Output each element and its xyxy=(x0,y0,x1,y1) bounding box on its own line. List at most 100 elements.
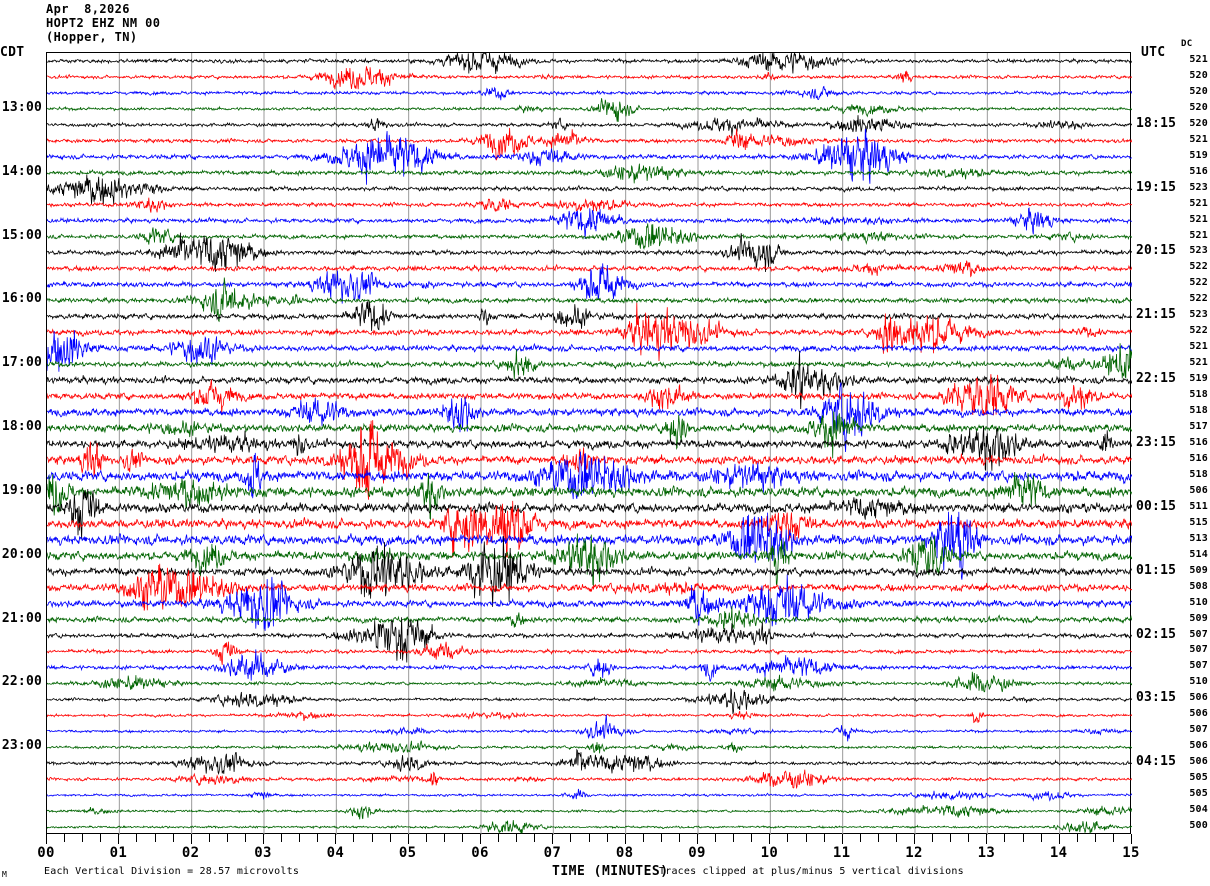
x-tick-minor xyxy=(715,834,717,842)
seismic-trace xyxy=(47,302,1132,362)
seismic-trace xyxy=(47,163,1132,184)
left-hour-label: 19:00 xyxy=(1,482,42,498)
seismic-trace xyxy=(47,471,1132,521)
seismic-trace xyxy=(47,533,1132,587)
x-tick-minor xyxy=(353,834,355,842)
dc-offset-value: 521 xyxy=(1189,53,1208,65)
x-tick-minor xyxy=(172,834,174,842)
seismic-trace xyxy=(47,649,1132,682)
x-tick-minor xyxy=(877,834,879,842)
x-tick-label: 11 xyxy=(832,845,851,861)
x-tick-minor xyxy=(516,834,518,842)
right-timezone-label: UTC xyxy=(1141,45,1166,60)
dc-offset-value: 505 xyxy=(1189,772,1208,784)
seismic-trace xyxy=(47,382,1132,453)
right-hour-label: 01:15 xyxy=(1136,562,1177,578)
x-tick-major xyxy=(480,834,481,844)
x-tick-minor xyxy=(82,834,84,842)
seismic-trace xyxy=(47,641,1132,665)
x-tick-minor xyxy=(443,834,445,842)
x-tick-minor xyxy=(389,834,391,842)
x-tick-minor xyxy=(100,834,102,842)
seismic-trace xyxy=(47,820,1132,834)
left-hour-label: 13:00 xyxy=(1,99,42,115)
dc-offset-value: 523 xyxy=(1189,181,1208,193)
x-tick-label: 02 xyxy=(181,845,200,861)
right-hour-label: 02:15 xyxy=(1136,626,1177,642)
right-hour-label: 23:15 xyxy=(1136,435,1177,450)
seismic-trace xyxy=(47,174,1132,206)
x-tick-minor xyxy=(154,834,156,842)
dc-offset-value: 511 xyxy=(1189,500,1208,512)
station-code: HOPT2 EHZ NM 00 xyxy=(46,16,161,30)
dc-column-header: DC xyxy=(1181,39,1193,49)
x-tick-minor xyxy=(642,834,644,842)
seismic-trace xyxy=(47,411,1132,459)
right-hour-label: 20:15 xyxy=(1136,243,1177,259)
x-tick-major xyxy=(407,834,409,844)
right-hour-label: 21:15 xyxy=(1136,307,1177,323)
dc-offset-value: 516 xyxy=(1189,165,1208,177)
x-tick-minor xyxy=(1004,834,1006,842)
dc-offset-value: 514 xyxy=(1189,548,1208,560)
x-tick-minor xyxy=(660,834,662,842)
dc-offset-value: 518 xyxy=(1189,389,1208,401)
seismic-trace xyxy=(47,115,1132,137)
seismogram-plot[interactable] xyxy=(46,52,1132,835)
x-tick-major xyxy=(697,834,698,844)
x-tick-major xyxy=(624,834,626,844)
right-hour-label: 22:15 xyxy=(1136,371,1177,387)
x-tick-minor xyxy=(895,834,897,842)
x-tick-major xyxy=(263,834,264,844)
dc-offset-value: 519 xyxy=(1189,149,1208,161)
left-hour-label: 20:00 xyxy=(1,546,42,562)
dc-offset-value: 500 xyxy=(1189,820,1208,832)
dc-offset-value: 509 xyxy=(1189,612,1208,624)
x-tick-minor xyxy=(244,834,246,842)
x-tick-major xyxy=(1058,834,1060,844)
dc-offset-value: 521 xyxy=(1189,341,1208,353)
dc-offset-value: 518 xyxy=(1189,468,1208,480)
vertical-division-note: Each Vertical Division = 28.57 microvolt… xyxy=(44,866,300,877)
x-tick-minor xyxy=(534,834,536,842)
x-tick-minor xyxy=(64,834,66,842)
seismic-trace xyxy=(47,563,1132,611)
seismic-trace xyxy=(47,617,1132,663)
dc-offset-value: 510 xyxy=(1189,676,1208,688)
x-tick-minor xyxy=(1112,834,1114,842)
seismic-trace xyxy=(47,740,1132,754)
seismic-trace xyxy=(47,426,1132,472)
seismic-trace xyxy=(47,511,1132,580)
x-tick-minor xyxy=(588,834,590,842)
x-tick-label: 01 xyxy=(109,845,128,861)
seismic-trace xyxy=(47,127,1132,161)
x-tick-minor xyxy=(208,834,210,842)
seismic-trace xyxy=(47,330,1132,372)
dc-offset-value: 520 xyxy=(1189,85,1208,97)
left-hour-label: 22:00 xyxy=(1,674,42,690)
seismic-trace xyxy=(47,277,1132,323)
x-tick-minor xyxy=(299,834,301,842)
x-tick-major xyxy=(841,834,843,844)
dc-offset-value: 521 xyxy=(1189,197,1208,209)
left-hour-label: 18:00 xyxy=(1,419,42,435)
x-tick-label: 04 xyxy=(326,845,345,861)
right-hour-label: 19:15 xyxy=(1136,179,1177,195)
seismic-trace xyxy=(47,263,1132,304)
x-tick-minor xyxy=(1094,834,1096,842)
left-hour-label: 23:00 xyxy=(1,738,42,754)
seismic-trace xyxy=(47,343,1132,380)
x-tick-major xyxy=(118,834,120,844)
seismic-trace xyxy=(47,85,1132,101)
dc-offset-value: 522 xyxy=(1189,277,1208,289)
x-tick-minor xyxy=(136,834,138,842)
x-tick-minor xyxy=(570,834,572,842)
dc-offset-value: 504 xyxy=(1189,804,1208,816)
x-tick-minor xyxy=(1076,834,1078,842)
seismic-trace xyxy=(47,710,1132,724)
x-tick-major xyxy=(1131,834,1132,844)
dc-offset-value: 523 xyxy=(1189,245,1208,257)
seismic-trace xyxy=(47,300,1132,332)
seismic-trace xyxy=(47,788,1132,802)
dc-offset-value: 506 xyxy=(1189,692,1208,704)
